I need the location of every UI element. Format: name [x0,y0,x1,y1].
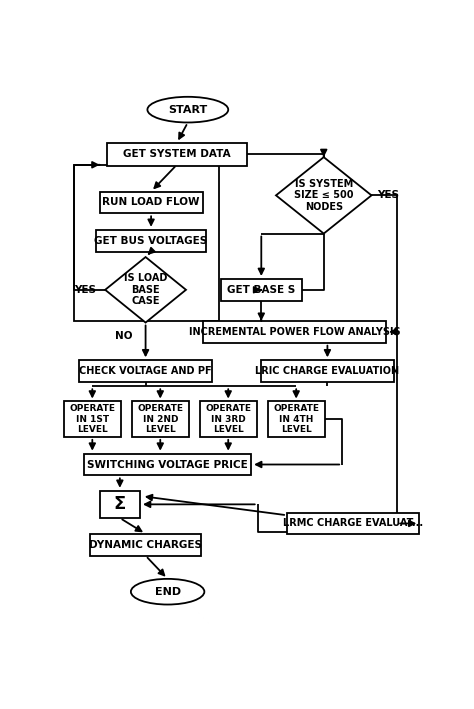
Text: RUN LOAD FLOW: RUN LOAD FLOW [102,197,200,208]
Polygon shape [276,157,372,233]
Polygon shape [105,257,186,323]
Bar [287,513,419,535]
Text: GET BUS VOLTAGES: GET BUS VOLTAGES [94,235,208,246]
Bar [74,164,219,321]
Bar [268,401,325,437]
Bar [202,321,386,342]
Bar [221,279,301,301]
Text: OPERATE
IN 2ND
LEVEL: OPERATE IN 2ND LEVEL [137,404,183,434]
Text: SWITCHING VOLTAGE PRICE: SWITCHING VOLTAGE PRICE [87,459,248,469]
Bar [84,454,251,476]
Bar [80,360,212,382]
Text: IS LOAD
BASE
CASE: IS LOAD BASE CASE [124,273,167,306]
Bar [96,230,206,252]
Text: OPERATE
IN 1ST
LEVEL: OPERATE IN 1ST LEVEL [69,404,115,434]
Bar [261,360,393,382]
Ellipse shape [131,579,204,605]
Text: YES: YES [74,285,96,295]
Bar [107,143,246,166]
Text: DYNAMIC CHARGES: DYNAMIC CHARGES [89,540,202,549]
Text: START: START [168,105,208,115]
Bar [64,401,121,437]
Bar [100,191,202,213]
Text: GET SYSTEM DATA: GET SYSTEM DATA [123,150,231,160]
Bar [200,401,257,437]
Text: LRIC CHARGE EVALUATION: LRIC CHARGE EVALUATION [255,366,400,376]
Ellipse shape [147,97,228,123]
Text: OPERATE
IN 3RD
LEVEL: OPERATE IN 3RD LEVEL [205,404,251,434]
Text: IS SYSTEM
SIZE ≤ 500
NODES: IS SYSTEM SIZE ≤ 500 NODES [294,179,354,212]
Text: YES: YES [377,190,399,201]
Bar [91,534,201,556]
Text: GET BASE S: GET BASE S [227,285,295,295]
Text: OPERATE
IN 4TH
LEVEL: OPERATE IN 4TH LEVEL [273,404,319,434]
Bar [100,491,140,518]
Bar [132,401,189,437]
Text: NO: NO [115,331,132,341]
Text: END: END [155,587,181,597]
Text: INCREMENTAL POWER FLOW ANALYSIS: INCREMENTAL POWER FLOW ANALYSIS [189,327,400,337]
Text: LRMC CHARGE EVALUAT...: LRMC CHARGE EVALUAT... [283,518,423,528]
Text: Σ: Σ [114,496,126,513]
Text: CHECK VOLTAGE AND PF: CHECK VOLTAGE AND PF [79,366,212,376]
